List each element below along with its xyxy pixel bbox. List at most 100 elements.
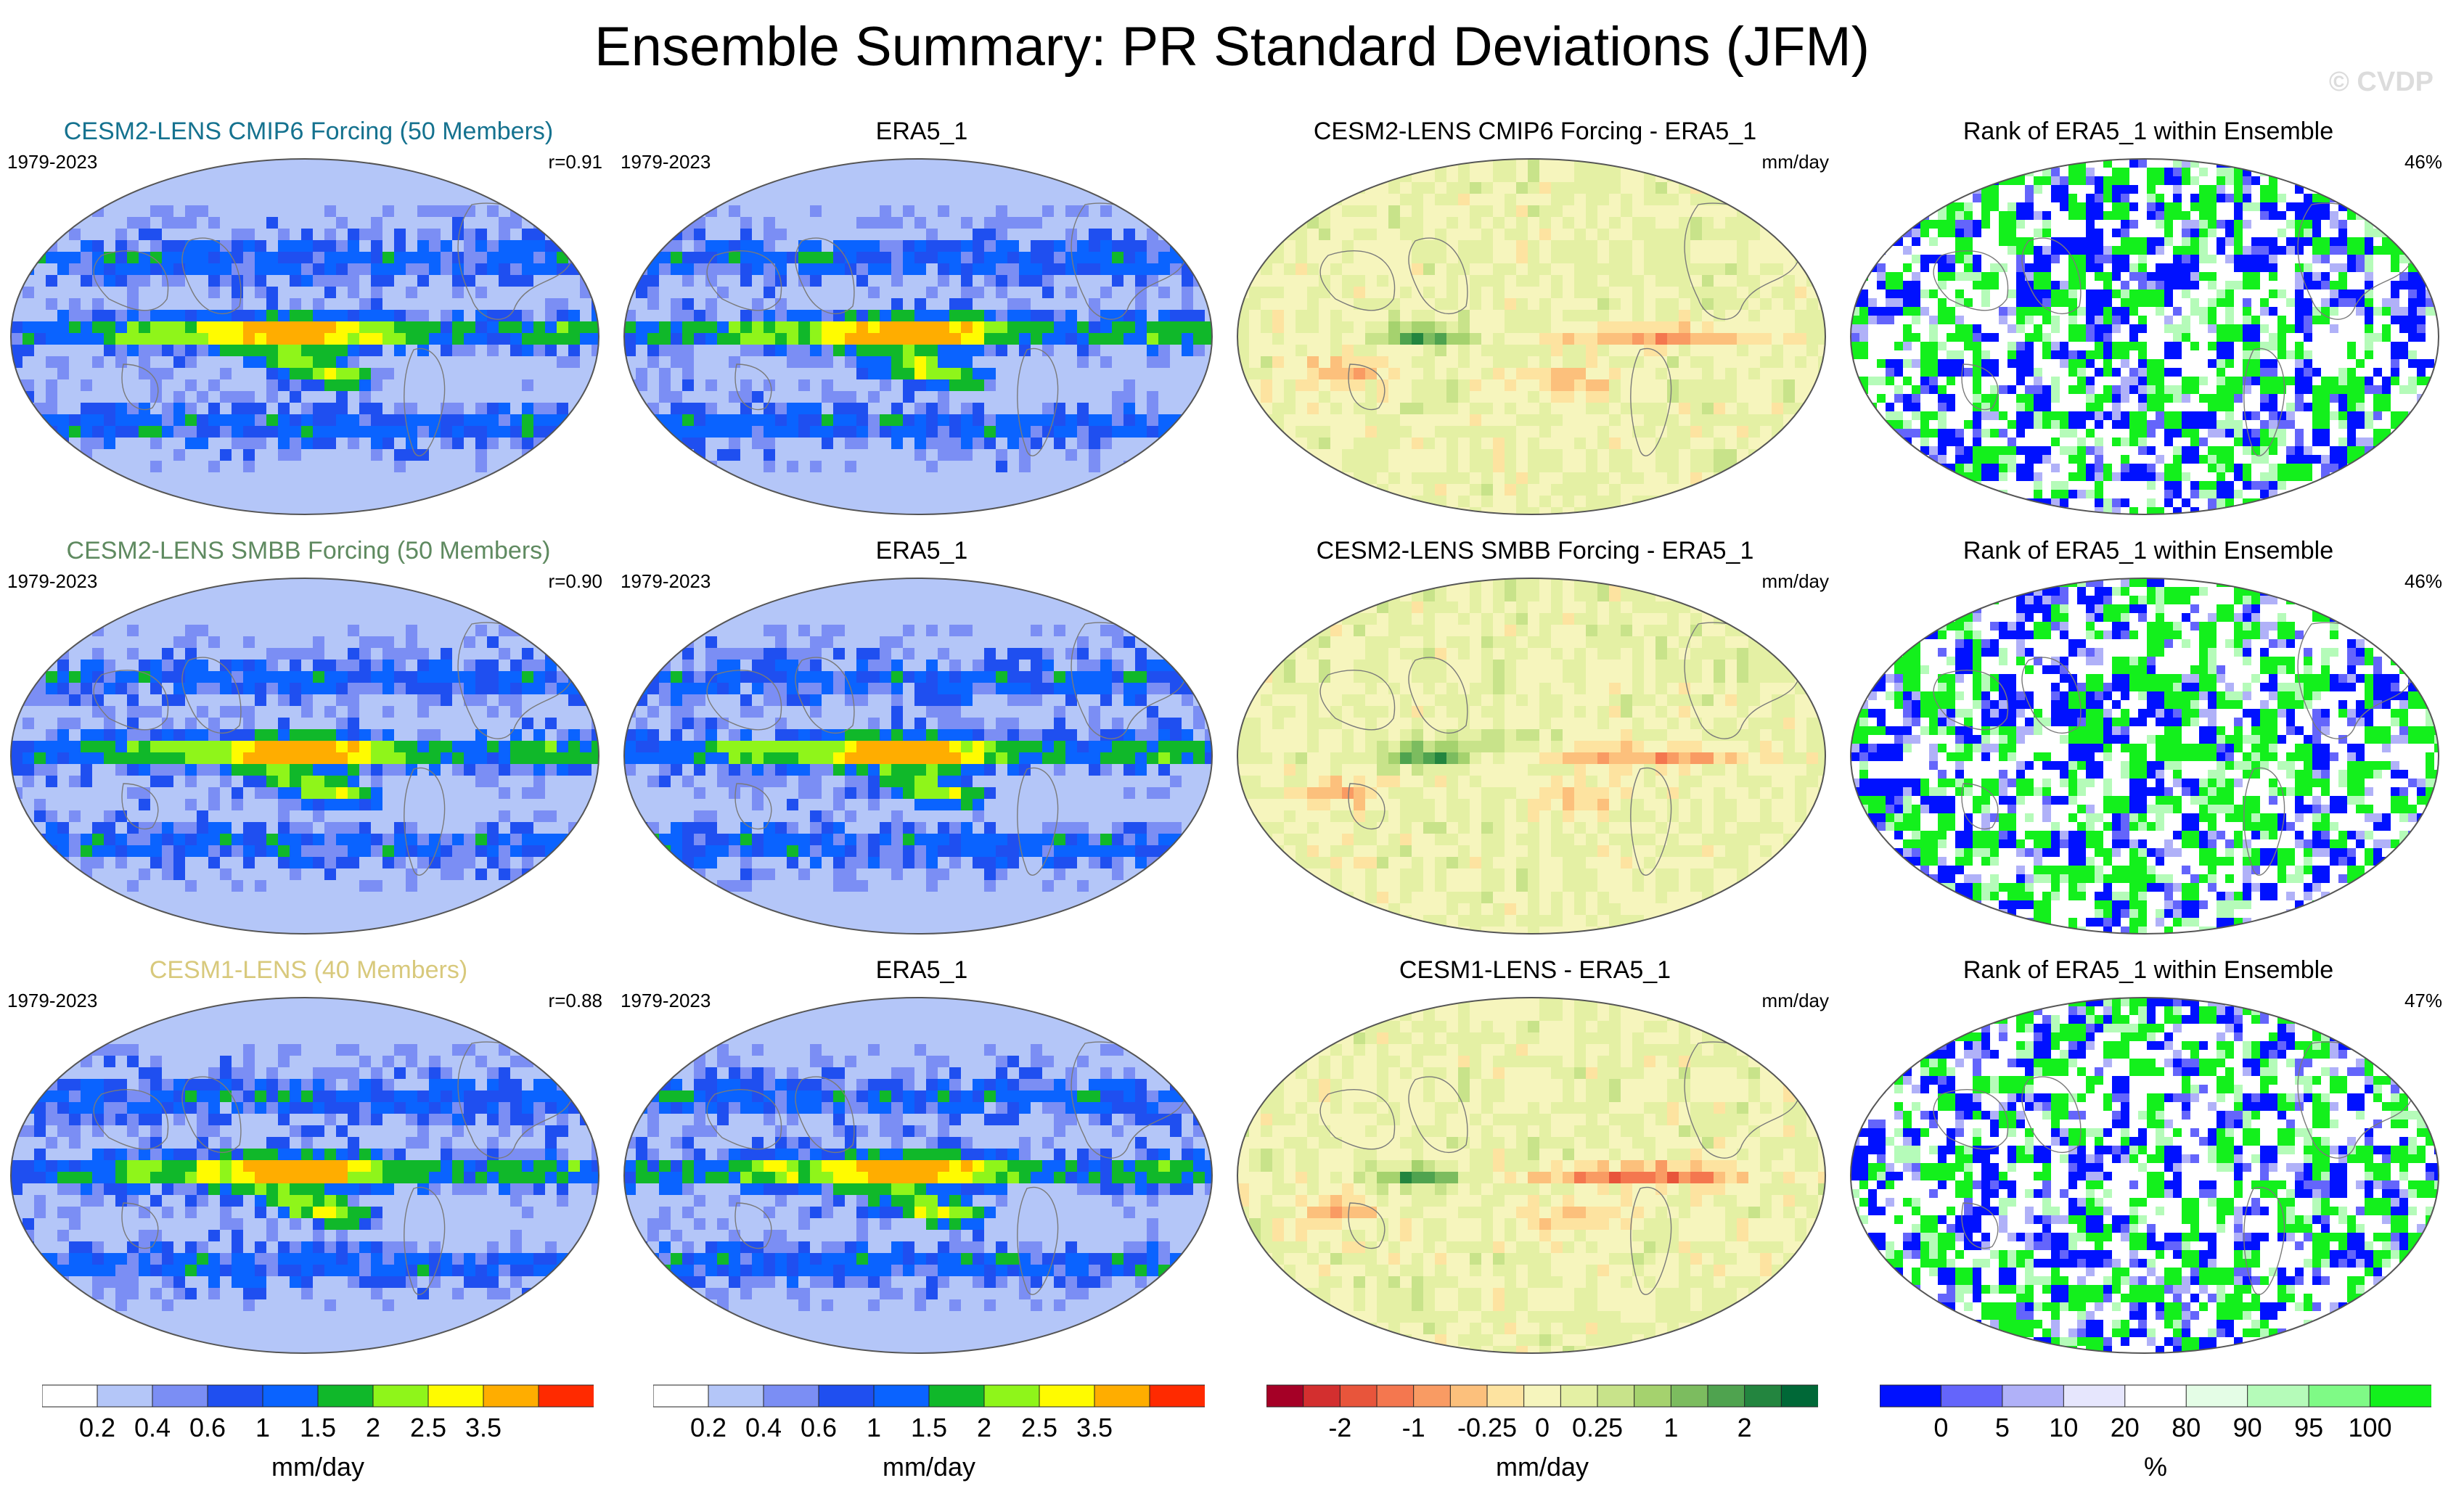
panel-row3-obs: ERA5_1 1979-2023 bbox=[621, 955, 1223, 1361]
colorbar-swatch bbox=[2063, 1384, 2126, 1408]
correlation-label: r=0.90 bbox=[549, 570, 602, 593]
colorbar-tick-label: 5 bbox=[1995, 1413, 2010, 1443]
colorbar-swatch bbox=[1413, 1384, 1452, 1408]
map-outline bbox=[1850, 158, 2439, 515]
map-outline bbox=[1850, 578, 2439, 935]
map-field bbox=[1237, 998, 1825, 1353]
colorbar-swatch bbox=[97, 1384, 153, 1408]
colorbar-swatch bbox=[152, 1384, 208, 1408]
cvdp-watermark: © CVDP bbox=[2329, 67, 2434, 98]
colorbar-swatch bbox=[1780, 1384, 1818, 1408]
map-field bbox=[11, 578, 599, 934]
panel-title: CESM2-LENS CMIP6 Forcing (50 Members) bbox=[7, 116, 610, 147]
units-label: mm/day bbox=[1762, 990, 1829, 1012]
period-label: 1979-2023 bbox=[7, 151, 97, 173]
colorbar-swatch bbox=[1880, 1384, 1942, 1408]
colorbar-swatch bbox=[207, 1384, 263, 1408]
colorbar-units: mm/day bbox=[1266, 1452, 1818, 1482]
map-field bbox=[624, 998, 1212, 1353]
colorbar-swatch bbox=[1744, 1384, 1782, 1408]
colorbar-tick-label: 1 bbox=[867, 1413, 881, 1443]
colorbar-swatch bbox=[483, 1384, 539, 1408]
colorbar-tick-label: 80 bbox=[2172, 1413, 2201, 1443]
panel-row1-rank: Rank of ERA5_1 within Ensemble 46% bbox=[1847, 116, 2449, 522]
panel-title: CESM2-LENS CMIP6 Forcing - ERA5_1 bbox=[1234, 116, 1836, 147]
panel-title: ERA5_1 bbox=[621, 535, 1223, 566]
map-outline bbox=[1237, 158, 1826, 515]
map-outline bbox=[1850, 997, 2439, 1354]
units-label: mm/day bbox=[1762, 570, 1829, 593]
panel-title: CESM1-LENS - ERA5_1 bbox=[1234, 955, 1836, 985]
colorbar-swatch bbox=[1940, 1384, 2003, 1408]
colorbar-tick-label: 0.4 bbox=[134, 1413, 171, 1443]
colorbar-swatch bbox=[42, 1384, 98, 1408]
colorbar-swatch bbox=[1303, 1384, 1341, 1408]
colorbar-tick-label: 95 bbox=[2294, 1413, 2323, 1443]
map-diff bbox=[1234, 573, 1829, 940]
panel-title: Rank of ERA5_1 within Ensemble bbox=[1847, 535, 2449, 566]
colorbar-tick-label: 0 bbox=[1535, 1413, 1550, 1443]
colorbar-tick-label: 1.5 bbox=[911, 1413, 947, 1443]
colorbar-swatch bbox=[653, 1384, 709, 1408]
correlation-label: r=0.91 bbox=[549, 151, 602, 173]
colorbar-swatch bbox=[818, 1384, 875, 1408]
map-model bbox=[7, 993, 602, 1359]
colorbar-obs-std: 0.2 0.4 0.6 1 1.5 2 2.5 3.5 mm/day bbox=[653, 1382, 1205, 1484]
panel-row3-rank: Rank of ERA5_1 within Ensemble 47% bbox=[1847, 955, 2449, 1361]
panel-title: CESM1-LENS (40 Members) bbox=[7, 955, 610, 985]
colorbar-tick-label: 0.2 bbox=[690, 1413, 726, 1443]
map-field bbox=[1851, 159, 2439, 514]
colorbar-swatch bbox=[1449, 1384, 1488, 1408]
colorbar-tick-label: 1 bbox=[1663, 1413, 1678, 1443]
map-diff bbox=[1234, 154, 1829, 520]
map-outline bbox=[10, 158, 599, 515]
colorbar-swatch bbox=[1597, 1384, 1635, 1408]
colorbar-tick-label: 2 bbox=[366, 1413, 380, 1443]
colorbar-units: % bbox=[1880, 1452, 2431, 1482]
colorbar-tick-label: 100 bbox=[2349, 1413, 2392, 1443]
colorbar-tick-label: 1 bbox=[255, 1413, 270, 1443]
panel-title: ERA5_1 bbox=[621, 955, 1223, 985]
colorbar-swatch bbox=[1094, 1384, 1150, 1408]
map-rank bbox=[1847, 154, 2442, 520]
panel-row3-model: CESM1-LENS (40 Members) 1979-2023 r=0.88 bbox=[7, 955, 610, 1361]
colorbar-swatch bbox=[317, 1384, 374, 1408]
colorbar-tick-label: 0.25 bbox=[1572, 1413, 1623, 1443]
panel-title: CESM2-LENS SMBB Forcing - ERA5_1 bbox=[1234, 535, 1836, 566]
rank-percent-label: 46% bbox=[2404, 151, 2442, 173]
period-label: 1979-2023 bbox=[621, 990, 711, 1012]
panel-row1-model: CESM2-LENS CMIP6 Forcing (50 Members) 197… bbox=[7, 116, 610, 522]
colorbar-model-std: 0.2 0.4 0.6 1 1.5 2 2.5 3.5 mm/day bbox=[42, 1382, 594, 1484]
period-label: 1979-2023 bbox=[621, 151, 711, 173]
panel-row2-obs: ERA5_1 1979-2023 bbox=[621, 535, 1223, 942]
colorbar-tick-label: 1.5 bbox=[300, 1413, 336, 1443]
panel-row1-obs: ERA5_1 1979-2023 bbox=[621, 116, 1223, 522]
colorbar-tick-label: 0.4 bbox=[745, 1413, 782, 1443]
map-field bbox=[624, 159, 1212, 514]
colorbar-swatch bbox=[873, 1384, 930, 1408]
map-outline bbox=[623, 997, 1213, 1354]
panel-title: Rank of ERA5_1 within Ensemble bbox=[1847, 955, 2449, 985]
period-label: 1979-2023 bbox=[621, 570, 711, 593]
map-rank bbox=[1847, 573, 2442, 940]
colorbar-swatch bbox=[1486, 1384, 1525, 1408]
map-outline bbox=[10, 997, 599, 1354]
period-label: 1979-2023 bbox=[7, 570, 97, 593]
map-field bbox=[1851, 578, 2439, 934]
colorbar-swatch bbox=[1560, 1384, 1599, 1408]
map-outline bbox=[1237, 997, 1826, 1354]
colorbar-swatch bbox=[1149, 1384, 1205, 1408]
colorbar-units: mm/day bbox=[653, 1452, 1205, 1482]
colorbar-tick-label: 0 bbox=[1933, 1413, 1948, 1443]
panel-row3-diff: CESM1-LENS - ERA5_1 mm/day bbox=[1234, 955, 1836, 1361]
colorbar-swatch bbox=[2002, 1384, 2065, 1408]
map-model bbox=[7, 154, 602, 520]
panel-row2-model: CESM2-LENS SMBB Forcing (50 Members) 1979… bbox=[7, 535, 610, 942]
map-outline bbox=[10, 578, 599, 935]
panel-row2-diff: CESM2-LENS SMBB Forcing - ERA5_1 mm/day bbox=[1234, 535, 1836, 942]
map-field bbox=[11, 998, 599, 1353]
map-field bbox=[1237, 159, 1825, 514]
panel-row1-diff: CESM2-LENS CMIP6 Forcing - ERA5_1 mm/day bbox=[1234, 116, 1836, 522]
map-outline bbox=[623, 578, 1213, 935]
colorbar-swatch bbox=[372, 1384, 429, 1408]
